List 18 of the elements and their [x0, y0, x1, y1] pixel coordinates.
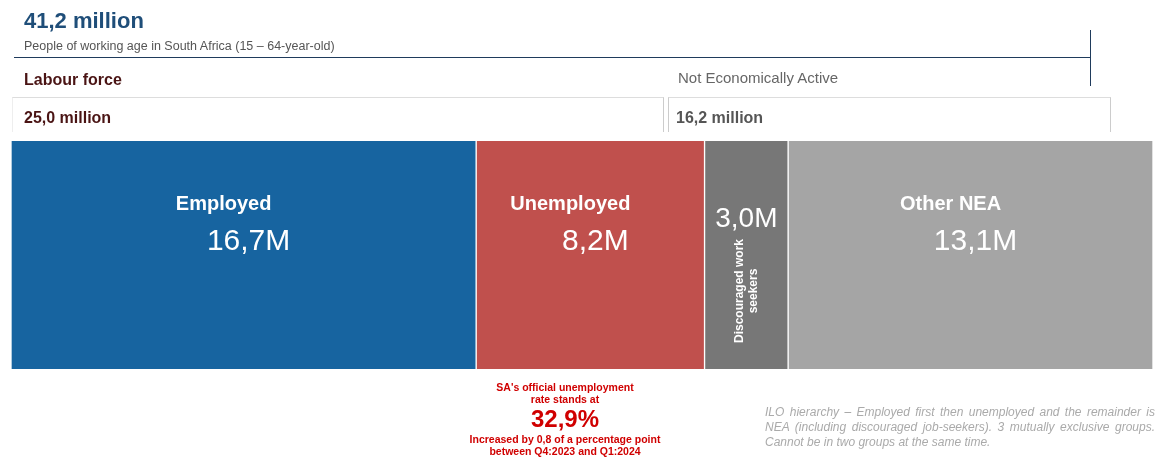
chart-title: 41,2 million: [24, 8, 144, 34]
text: SA's official unemployment rate stands at: [495, 381, 635, 405]
chart-subtitle: People of working age in South Africa (15 – 64-year-old): [24, 39, 335, 53]
text: Increased by 0,8 of a percentage point between Q4:2023 and Q1:2024: [468, 433, 662, 457]
text: 16,2 million: [676, 109, 764, 127]
data-label: 8,2M: [562, 223, 629, 257]
text: ILO hierarchy – Employed first then unemployed and the remainder is NEA (including discouraged job-seekers). 3 mutually exclusive groups. Cannot be in two groups at the same time.: [765, 405, 1155, 450]
text: Not Economically Active: [678, 69, 839, 86]
data-label: 13,1M: [933, 223, 1018, 257]
series-label: Discouraged work seekers: [731, 238, 760, 344]
text: 25,0 million: [24, 109, 112, 127]
text: Labour force: [24, 71, 122, 89]
data-label: 3,0M: [715, 201, 778, 233]
series-label: Employed: [175, 191, 272, 214]
text: 32,9%: [529, 405, 601, 433]
series-label: Other NEA: [900, 191, 1002, 214]
series-label: Unemployed: [510, 191, 631, 214]
data-label: 16,7M: [206, 223, 291, 257]
